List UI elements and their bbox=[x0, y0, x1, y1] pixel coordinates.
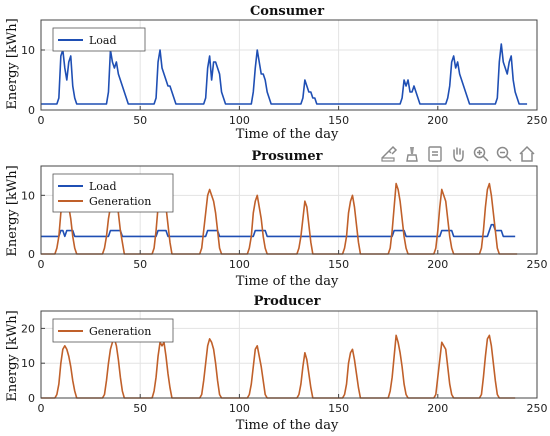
axes-toolbar bbox=[378, 142, 538, 166]
x-tick-label: 0 bbox=[38, 114, 45, 127]
x-tick-label: 50 bbox=[133, 114, 147, 127]
x-tick-label: 0 bbox=[38, 258, 45, 271]
plot-frame bbox=[40, 310, 538, 399]
x-tick-label: 250 bbox=[527, 258, 548, 271]
x-axis-label: Time of the day bbox=[236, 418, 339, 433]
legend-label: Load bbox=[89, 34, 117, 47]
series-load-line bbox=[41, 223, 516, 238]
x-tick-label: 250 bbox=[527, 402, 548, 415]
x-tick-label: 200 bbox=[427, 114, 448, 127]
home-icon[interactable] bbox=[517, 143, 538, 165]
y-axis-label: Energy [kWh] bbox=[5, 310, 20, 401]
zoom-in-icon[interactable] bbox=[471, 143, 492, 165]
y-tick-label: 0 bbox=[28, 392, 35, 405]
x-tick-label: 50 bbox=[133, 258, 147, 271]
y-tick-label: 0 bbox=[28, 248, 35, 261]
y-tick-label: 10 bbox=[21, 189, 35, 202]
x-tick-label: 250 bbox=[527, 114, 548, 127]
plot-frame bbox=[40, 165, 538, 255]
x-tick-label: 150 bbox=[328, 114, 349, 127]
x-axis-label: Time of the day bbox=[236, 274, 339, 289]
series-generation-line bbox=[41, 334, 516, 399]
y-tick-label: 10 bbox=[21, 44, 35, 57]
legend-label: Load bbox=[89, 180, 117, 193]
plot-frame bbox=[40, 19, 538, 111]
y-axis-label: Energy [kWh] bbox=[5, 18, 20, 109]
x-tick-label: 150 bbox=[328, 402, 349, 415]
legend-box bbox=[52, 27, 146, 52]
y-axis-label: Energy [kWh] bbox=[5, 165, 20, 256]
x-axis-label: Time of the day bbox=[236, 127, 339, 142]
x-tick-label: 100 bbox=[229, 402, 250, 415]
x-tick-label: 100 bbox=[229, 258, 250, 271]
export-icon[interactable] bbox=[378, 143, 399, 165]
consumer-panel: Consumer Energy [kWh] Time of the day 0 5… bbox=[5, 4, 548, 142]
zoom-out-icon[interactable] bbox=[494, 143, 515, 165]
panel-title: Prosumer bbox=[252, 149, 323, 164]
brush-icon[interactable] bbox=[401, 143, 422, 165]
x-tick-label: 100 bbox=[229, 114, 250, 127]
y-tick-label: 0 bbox=[28, 104, 35, 117]
legend-label: Generation bbox=[89, 195, 151, 208]
y-tick-label: 20 bbox=[21, 322, 35, 335]
x-tick-label: 150 bbox=[328, 258, 349, 271]
prosumer-panel: Prosumer Energy [kWh] Time of the day 0 5… bbox=[5, 149, 548, 289]
panel-title: Consumer bbox=[250, 4, 324, 19]
producer-panel: Producer Energy [kWh] Time of the day 0 5… bbox=[5, 294, 548, 433]
x-tick-label: 0 bbox=[38, 402, 45, 415]
legend-box bbox=[52, 318, 174, 343]
y-tick-label: 10 bbox=[21, 357, 35, 370]
x-tick-label: 200 bbox=[427, 402, 448, 415]
data-tips-icon[interactable] bbox=[424, 143, 445, 165]
legend-label: Generation bbox=[89, 325, 151, 338]
panel-title: Producer bbox=[254, 294, 321, 309]
series-load-line bbox=[41, 43, 528, 105]
pan-hand-icon[interactable] bbox=[447, 143, 468, 165]
x-tick-label: 200 bbox=[427, 258, 448, 271]
x-tick-label: 50 bbox=[133, 402, 147, 415]
legend-box bbox=[52, 173, 174, 213]
